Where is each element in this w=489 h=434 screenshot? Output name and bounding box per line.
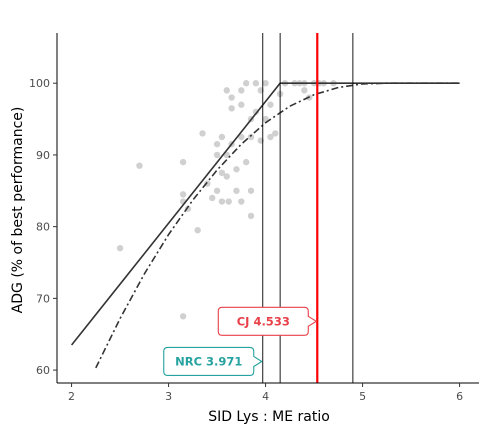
data-point: [116, 244, 124, 252]
annotations-layer: CJ 4.533 NRC 3.971: [163, 306, 318, 377]
data-point: [179, 313, 187, 320]
data-point: [213, 187, 221, 194]
data-point: [223, 87, 230, 94]
curvilinear-fit-line: [95, 82, 460, 369]
data-point: [262, 80, 269, 87]
data-point: [179, 158, 187, 166]
data-point: [233, 166, 240, 173]
annotation-box-nrc: [163, 346, 263, 377]
data-point: [179, 191, 187, 198]
data-point: [228, 94, 235, 101]
axes-layer: 2 3 4 5 6 60 70 80 90 100: [29, 33, 479, 403]
data-point: [247, 187, 255, 194]
data-point: [267, 133, 274, 141]
data-point: [223, 173, 230, 180]
data-point: [238, 87, 245, 94]
data-point: [252, 80, 260, 87]
data-point: [233, 187, 240, 194]
y-tick-label: 60: [36, 364, 50, 377]
data-point: [247, 133, 255, 141]
data-point: [213, 140, 221, 148]
x-tick-label: 5: [359, 390, 366, 403]
annotation-box-cj: [217, 306, 318, 336]
annotation-label-nrc: NRC 3.971: [175, 354, 242, 368]
data-point: [194, 227, 201, 234]
data-point: [238, 133, 245, 141]
y-tick-label: 100: [29, 77, 50, 90]
x-tick-label: 6: [456, 390, 463, 403]
data-point: [199, 130, 206, 137]
data-point: [247, 212, 255, 220]
x-tick-label: 3: [165, 390, 172, 403]
data-point: [252, 108, 260, 116]
data-point: [242, 80, 250, 87]
x-tick-label: 4: [262, 390, 269, 403]
data-point: [242, 158, 250, 166]
data-point: [218, 198, 226, 205]
data-point: [213, 151, 221, 159]
data-point: [267, 101, 274, 108]
annotation-label-cj: CJ 4.533: [237, 314, 290, 328]
data-point: [136, 162, 143, 169]
data-point: [218, 169, 226, 177]
data-point: [209, 194, 216, 202]
data-point: [238, 101, 245, 108]
y-tick-label: 80: [36, 221, 50, 234]
data-point: [228, 105, 235, 112]
data-point: [301, 87, 308, 94]
x-axis-title: SID Lys : ME ratio: [208, 409, 330, 425]
data-point: [238, 198, 245, 205]
data-point: [272, 130, 279, 137]
data-point: [225, 198, 232, 205]
data-point: [218, 133, 226, 141]
y-tick-label: 70: [36, 292, 50, 305]
y-tick-label: 90: [36, 149, 50, 162]
y-axis-title: ADG (% of best performance): [10, 107, 26, 314]
x-tick-label: 2: [68, 390, 75, 403]
